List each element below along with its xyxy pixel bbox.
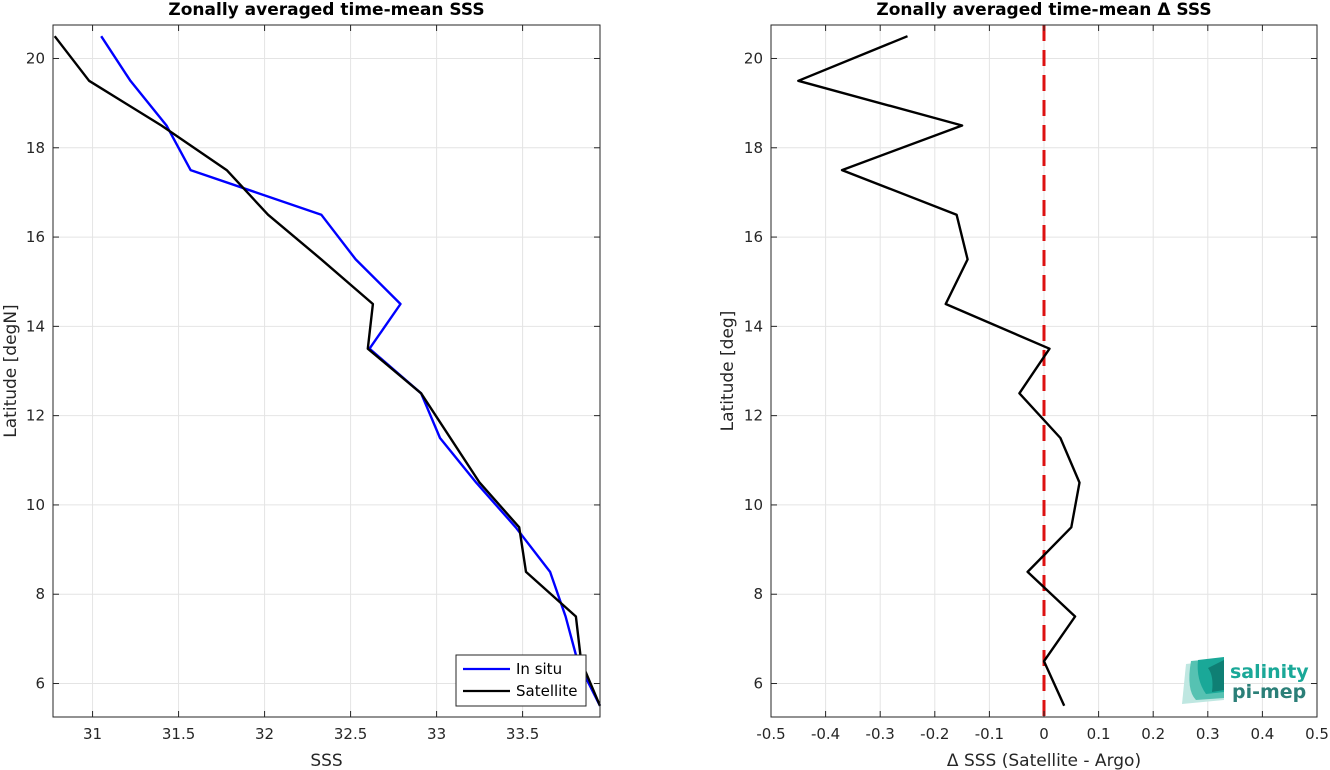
chart-title-right: Zonally averaged time-mean Δ SSS (876, 0, 1211, 20)
y-tick-label: 8 (35, 585, 45, 603)
series-left (53, 35, 602, 707)
logo-wave-icon (1182, 657, 1224, 704)
ticks-left: 31 31.5 32 32.5 33 33.5 6 8 10 12 14 16 18 20 (26, 25, 600, 743)
logo-text-salinity: salinity (1230, 661, 1309, 683)
y-tick-label: 6 (753, 675, 763, 693)
x-tick-label: 0.4 (1250, 725, 1274, 743)
panel-sss: 31 31.5 32 32.5 33 33.5 6 8 10 12 14 16 18 20 Zonally… (1, 0, 602, 770)
axes-frame-left (52, 24, 601, 718)
y-tick-label: 6 (35, 675, 45, 693)
panel-delta-sss: -0.5 -0.4 -0.3 -0.2 -0.1 0 0.1 0.2 0.3 0.4 0.5 6 8 10… (718, 0, 1329, 770)
y-tick-label: 16 (26, 228, 45, 246)
series-line-satellite (53, 35, 602, 707)
x-axis-label-right: Δ SSS (Satellite - Argo) (947, 751, 1141, 770)
x-tick-label: 0.1 (1087, 725, 1111, 743)
x-tick-label: 32.5 (334, 725, 367, 743)
y-tick-label: 10 (744, 496, 763, 514)
x-tick-label: 32 (255, 725, 274, 743)
y-tick-label: 12 (744, 407, 763, 425)
y-tick-label: 16 (744, 228, 763, 246)
legend-label-in-situ: In situ (516, 660, 562, 678)
y-tick-label: 14 (744, 317, 763, 335)
x-tick-label: 0.3 (1196, 725, 1220, 743)
legend: In situ Satellite (455, 654, 587, 707)
logo-text-pi-mep: pi-mep (1232, 681, 1306, 703)
legend-box (455, 654, 587, 707)
x-tick-label: 33.5 (506, 725, 539, 743)
axes-box-left (53, 25, 600, 717)
x-tick-label: -0.5 (756, 725, 785, 743)
legend-label-satellite: Satellite (516, 682, 577, 700)
y-tick-label: 8 (753, 585, 763, 603)
x-tick-label: 31.5 (162, 725, 195, 743)
x-tick-label: -0.1 (975, 725, 1004, 743)
y-tick-label: 18 (744, 139, 763, 157)
x-tick-label: 0.2 (1141, 725, 1165, 743)
series-right (797, 35, 1081, 707)
chart-title-left: Zonally averaged time-mean SSS (168, 0, 484, 20)
x-tick-label: -0.2 (920, 725, 949, 743)
x-tick-label: 0 (1039, 725, 1049, 743)
ticks-right: -0.5 -0.4 -0.3 -0.2 -0.1 0 0.1 0.2 0.3 0.4 0.5 6 8 10… (744, 25, 1329, 743)
x-tick-label: 33 (427, 725, 446, 743)
grid-left (53, 25, 600, 717)
y-axis-label-left: Latitude [degN] (1, 304, 21, 437)
x-tick-label: 0.5 (1305, 725, 1329, 743)
y-tick-label: 10 (26, 496, 45, 514)
y-tick-label: 12 (26, 407, 45, 425)
x-tick-label: -0.4 (811, 725, 840, 743)
x-axis-label-left: SSS (310, 751, 342, 770)
y-tick-label: 20 (26, 49, 45, 67)
y-axis-label-right: Latitude [deg] (718, 311, 738, 432)
salinity-pi-mep-logo: salinity pi-mep (1182, 657, 1309, 704)
x-tick-label: 31 (83, 725, 102, 743)
series-line-delta-sss (797, 35, 1081, 707)
x-tick-label: -0.3 (866, 725, 895, 743)
y-tick-label: 14 (26, 317, 45, 335)
y-tick-label: 20 (744, 49, 763, 67)
y-tick-label: 18 (26, 139, 45, 157)
